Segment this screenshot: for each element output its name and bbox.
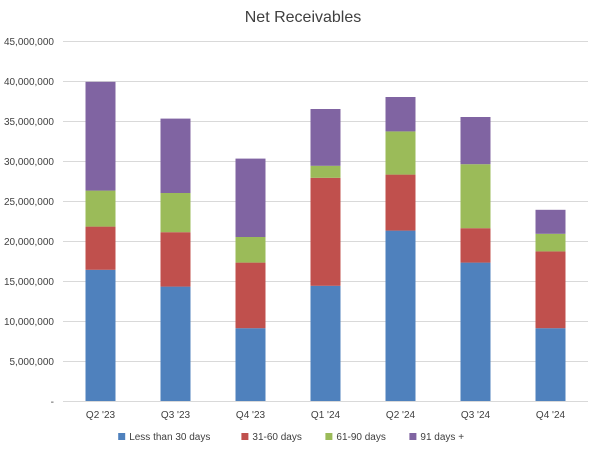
legend-label: Less than 30 days	[129, 432, 210, 443]
y-tick-label: 40,000,000	[4, 77, 54, 88]
bar-segment	[85, 81, 116, 191]
bar-segment	[85, 190, 116, 227]
x-tick-label: Q4 '24	[536, 410, 566, 421]
y-tick-label: 5,000,000	[10, 357, 55, 368]
bar-segment	[310, 285, 341, 401]
bar-segment	[310, 109, 341, 166]
legend: Less than 30 days 31-60 days 61-90 days 91 …	[118, 432, 464, 443]
bar-segment	[535, 209, 566, 234]
bar-segment	[235, 237, 266, 263]
bar-segment	[535, 328, 566, 401]
y-tick-label: 15,000,000	[4, 277, 54, 288]
bar-segment	[460, 117, 491, 165]
bar-segment	[235, 262, 266, 329]
y-tick-label: 30,000,000	[4, 157, 54, 168]
bar-segment	[235, 158, 266, 237]
bar-segment	[535, 233, 566, 252]
bar-segment	[160, 286, 191, 401]
y-tick-label: 20,000,000	[4, 237, 54, 248]
legend-label: 31-60 days	[252, 432, 301, 443]
bar-segment	[310, 165, 341, 178]
y-tick-label: 35,000,000	[4, 117, 54, 128]
bar-segment	[385, 131, 416, 175]
bar-segment	[460, 164, 491, 229]
bar-segment	[85, 226, 116, 270]
legend-swatch	[118, 433, 126, 440]
bar-segment	[385, 230, 416, 401]
bar-segment	[160, 118, 191, 193]
legend-swatch	[409, 433, 417, 440]
chart-title: Net Receivables	[245, 9, 362, 26]
x-tick-label: Q3 '23	[161, 410, 191, 421]
bar-segment	[235, 328, 266, 401]
y-tick-label: 25,000,000	[4, 197, 54, 208]
legend-label: 91 days +	[420, 432, 464, 443]
bar-segment	[460, 262, 491, 401]
legend-swatch	[241, 433, 249, 440]
bar-segment	[460, 228, 491, 263]
bar-segment	[535, 251, 566, 329]
x-tick-label: Q1 '24	[311, 410, 341, 421]
legend-label: 61-90 days	[336, 432, 385, 443]
bar-segment	[160, 232, 191, 287]
bar-segment	[385, 97, 416, 132]
x-tick-label: Q3 '24	[461, 410, 491, 421]
y-axis-ticks: - 5,000,000 10,000,000 15,000,000 20,000,000…	[4, 37, 54, 408]
y-tick-label: 10,000,000	[4, 317, 54, 328]
x-tick-label: Q2 '23	[86, 410, 116, 421]
y-tick-label: 45,000,000	[4, 37, 54, 48]
bar-segment	[85, 269, 116, 401]
x-tick-label: Q4 '23	[236, 410, 266, 421]
legend-swatch	[325, 433, 333, 440]
bars	[85, 81, 566, 401]
bar-segment	[385, 174, 416, 231]
bar-segment	[310, 177, 341, 286]
y-tick-label: -	[51, 397, 54, 408]
x-tick-label: Q2 '24	[386, 410, 416, 421]
bar-segment	[160, 193, 191, 233]
x-axis-ticks: Q2 '23 Q3 '23 Q4 '23 Q1 '24 Q2 '24 Q3 '24 Q4 '…	[86, 410, 566, 421]
